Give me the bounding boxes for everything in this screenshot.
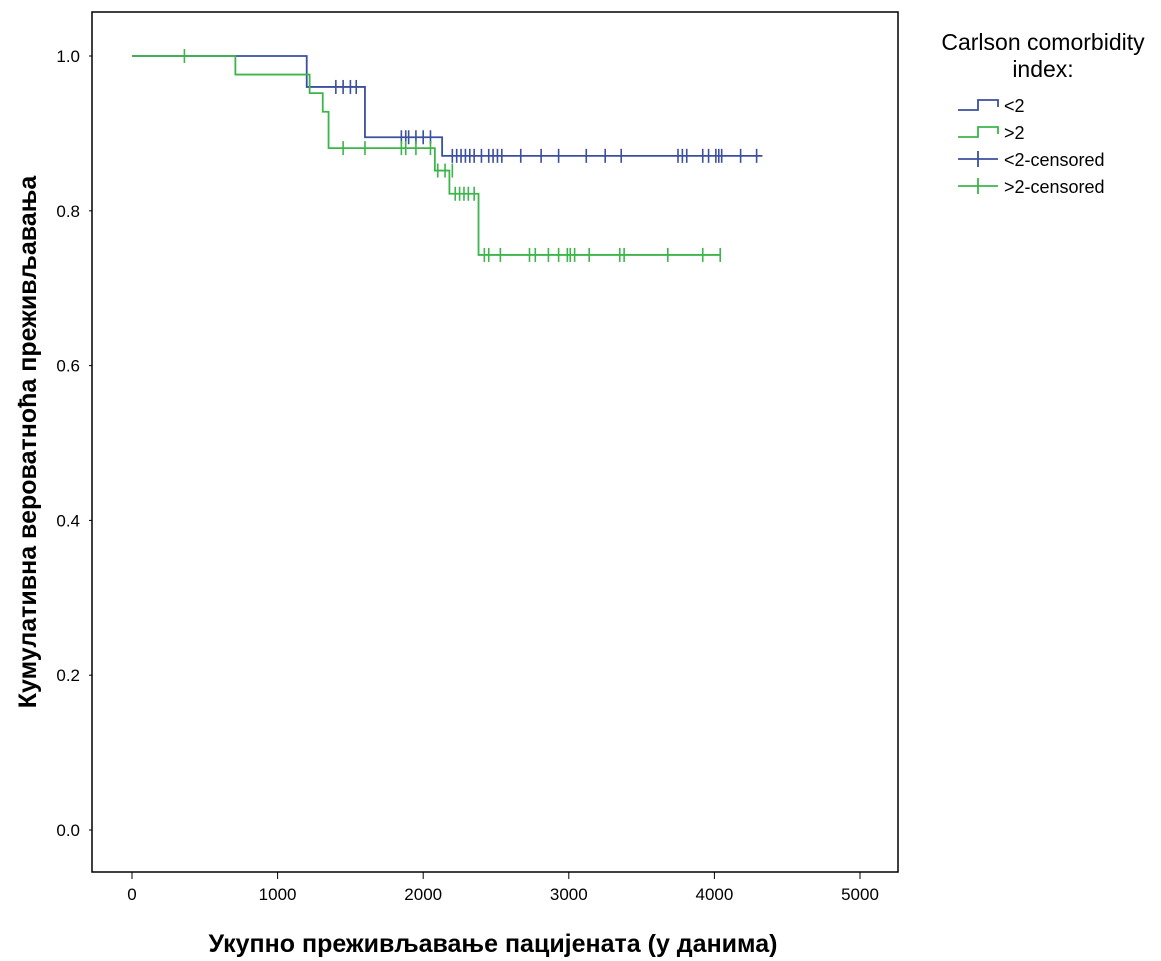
y-tick-label: 0.8 bbox=[56, 202, 80, 221]
y-tick-label: 0.4 bbox=[56, 511, 80, 530]
y-tick-label: 0.0 bbox=[56, 821, 80, 840]
x-axis-title: Укупно преживљавање пацијената (у данима… bbox=[209, 930, 778, 958]
y-tick-label: 0.6 bbox=[56, 357, 80, 376]
x-tick-label: 2000 bbox=[404, 885, 442, 904]
x-tick-label: 0 bbox=[127, 885, 136, 904]
series-layer bbox=[132, 49, 763, 262]
legend-label: >2 bbox=[1004, 123, 1025, 143]
x-tick-label: 4000 bbox=[695, 885, 733, 904]
legend-entry-gt2: >2 bbox=[958, 123, 1025, 143]
x-tick-label: 3000 bbox=[550, 885, 588, 904]
legend-entries: <2 >2 <2-censored >2-censored bbox=[958, 96, 1105, 197]
x-tick-label: 5000 bbox=[841, 885, 879, 904]
legend-step-symbol bbox=[958, 99, 999, 111]
series-line-lt2 bbox=[132, 55, 763, 157]
legend-title-line-1: Carlson comorbidity bbox=[941, 29, 1145, 55]
legend-entry-lt2-censored: <2-censored bbox=[958, 150, 1105, 170]
legend-label: <2 bbox=[1004, 96, 1025, 116]
legend-step-symbol bbox=[958, 126, 999, 138]
legend-entry-lt2: <2 bbox=[958, 96, 1025, 116]
plot-frame bbox=[91, 11, 899, 873]
x-axis: 0 1000 2000 3000 4000 5000 bbox=[127, 872, 879, 904]
y-tick-label: 1.0 bbox=[56, 47, 80, 66]
y-axis: 0.0 0.2 0.4 0.6 0.8 1.0 bbox=[56, 47, 92, 840]
x-tick-label: 1000 bbox=[259, 885, 297, 904]
y-axis-title: Кумулативна вероватноћа преживљавања bbox=[14, 175, 42, 709]
legend-label: <2-censored bbox=[1004, 150, 1105, 170]
legend-label: >2-censored bbox=[1004, 177, 1105, 197]
legend-entry-gt2-censored: >2-censored bbox=[958, 177, 1105, 197]
y-tick-label: 0.2 bbox=[56, 666, 80, 685]
legend: Carlson comorbidity index: <2 >2 <2-censor… bbox=[941, 29, 1145, 197]
legend-title-line-2: index: bbox=[1012, 56, 1073, 82]
